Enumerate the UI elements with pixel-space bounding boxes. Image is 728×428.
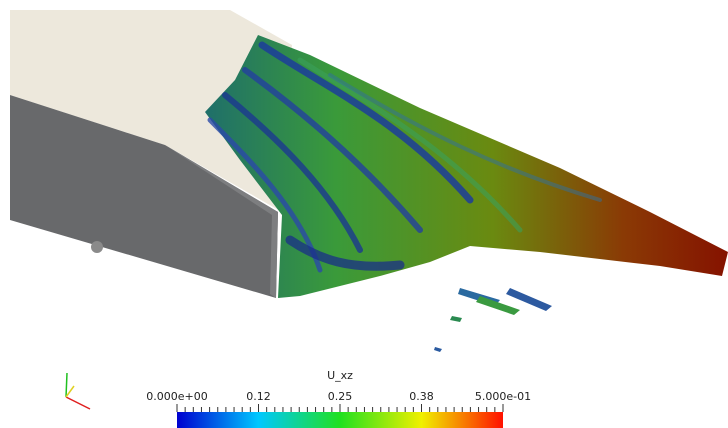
legend-label: 0.25 [328,390,353,403]
legend-label: 5.000e-01 [475,390,531,403]
legend-label: 0.000e+00 [146,390,207,403]
colorbar [177,412,503,428]
flow-slices [205,35,728,298]
flow-fragments [434,288,552,352]
wheel [91,241,103,253]
legend-label: 0.38 [409,390,434,403]
orientation-axes [65,372,91,410]
flow-streaks [207,41,602,273]
body-top [10,10,292,212]
body-side [10,95,278,298]
colorbar-ticks [176,404,504,412]
legend-label: 0.12 [246,390,271,403]
legend-title: U_xz [327,369,353,382]
